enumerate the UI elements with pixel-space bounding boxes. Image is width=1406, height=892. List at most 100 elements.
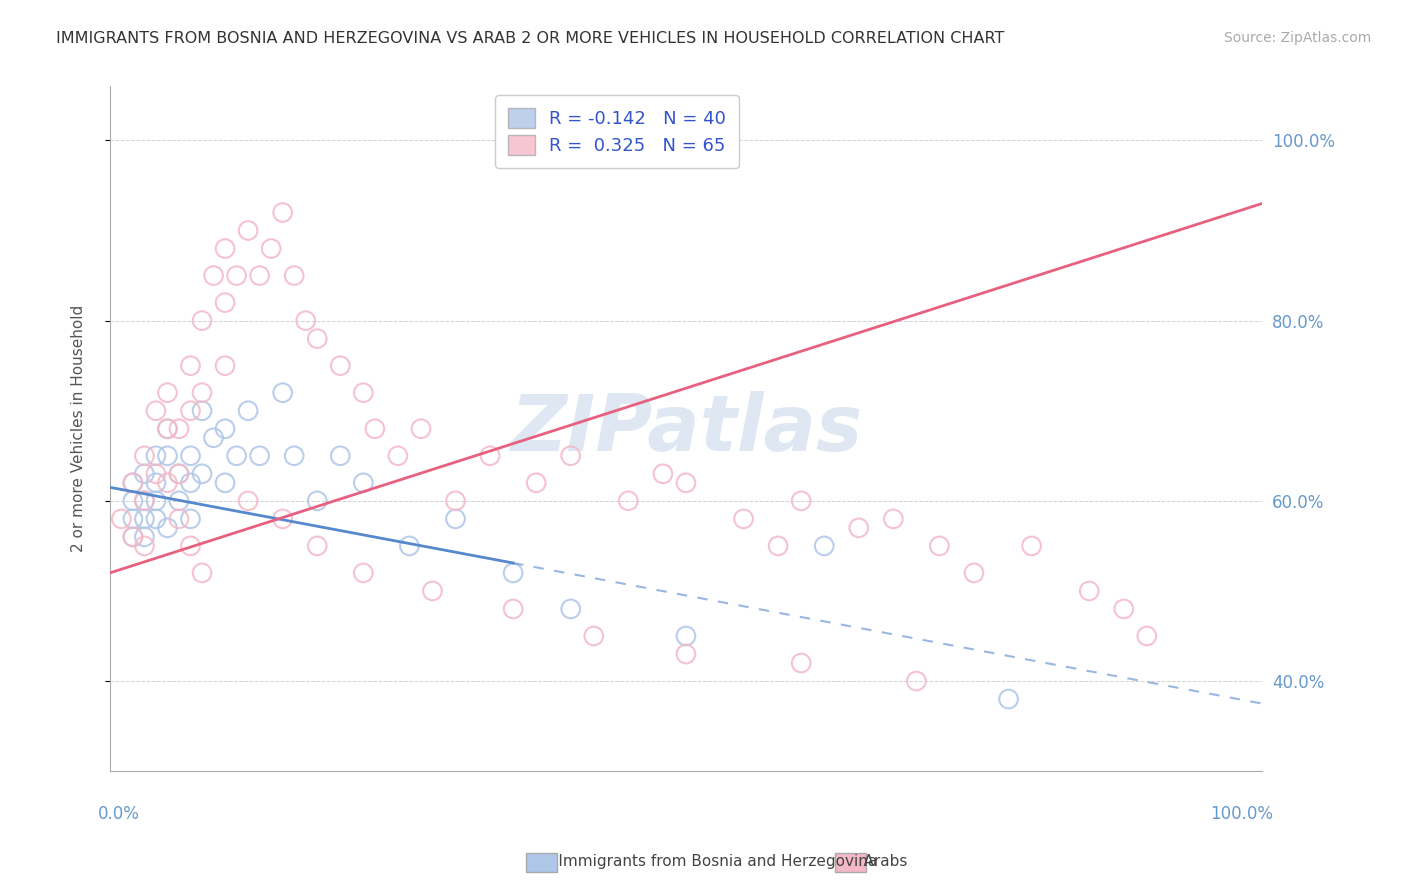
Point [134, 449, 156, 463]
Point [882, 512, 904, 526]
Point [145, 493, 167, 508]
Point [1078, 583, 1101, 598]
Point [675, 629, 697, 643]
Point [145, 467, 167, 481]
Point [675, 647, 697, 661]
Point [733, 512, 755, 526]
Point [134, 530, 156, 544]
Point [790, 493, 813, 508]
Point [145, 403, 167, 417]
Point [214, 295, 236, 310]
Point [191, 313, 214, 327]
Point [479, 449, 502, 463]
Point [134, 539, 156, 553]
Point [122, 530, 145, 544]
Point [134, 467, 156, 481]
Point [524, 475, 547, 490]
Point [249, 268, 271, 283]
Point [582, 629, 605, 643]
Point [766, 539, 789, 553]
Point [167, 493, 190, 508]
Point [156, 422, 179, 436]
Point [214, 422, 236, 436]
Point [307, 332, 329, 346]
Point [179, 449, 201, 463]
Point [156, 475, 179, 490]
Point [1136, 629, 1159, 643]
Text: 0.0%: 0.0% [98, 805, 141, 823]
Text: Immigrants from Bosnia and Herzegovina: Immigrants from Bosnia and Herzegovina [534, 854, 877, 869]
Point [502, 602, 524, 616]
Text: 100.0%: 100.0% [1211, 805, 1274, 823]
Point [225, 268, 247, 283]
Point [1021, 539, 1043, 553]
Point [134, 512, 156, 526]
Point [134, 493, 156, 508]
Point [271, 512, 294, 526]
Point [352, 475, 374, 490]
Point [214, 359, 236, 373]
Point [236, 223, 259, 237]
Point [307, 493, 329, 508]
Point [329, 359, 352, 373]
Point [675, 475, 697, 490]
Point [790, 656, 813, 670]
Point [134, 493, 156, 508]
Point [214, 242, 236, 256]
Point [271, 385, 294, 400]
Text: Arabs: Arabs [844, 854, 907, 869]
Point [179, 539, 201, 553]
Point [236, 403, 259, 417]
Point [364, 422, 387, 436]
Point [225, 449, 247, 463]
Point [145, 475, 167, 490]
Point [110, 512, 132, 526]
Point [271, 205, 294, 219]
Point [283, 449, 305, 463]
Point [249, 449, 271, 463]
Point [179, 475, 201, 490]
Point [813, 539, 835, 553]
Point [156, 385, 179, 400]
Text: IMMIGRANTS FROM BOSNIA AND HERZEGOVINA VS ARAB 2 OR MORE VEHICLES IN HOUSEHOLD C: IMMIGRANTS FROM BOSNIA AND HERZEGOVINA V… [56, 31, 1005, 46]
Text: Source: ZipAtlas.com: Source: ZipAtlas.com [1223, 31, 1371, 45]
Point [928, 539, 950, 553]
Point [398, 539, 420, 553]
Point [191, 566, 214, 580]
Point [145, 449, 167, 463]
Point [1112, 602, 1135, 616]
Point [122, 475, 145, 490]
Point [387, 449, 409, 463]
Point [260, 242, 283, 256]
Point [560, 602, 582, 616]
Point [156, 422, 179, 436]
Point [236, 493, 259, 508]
Point [422, 583, 444, 598]
Point [202, 268, 225, 283]
Point [848, 521, 870, 535]
Point [156, 449, 179, 463]
Point [179, 403, 201, 417]
Point [444, 493, 467, 508]
Point [444, 512, 467, 526]
Point [191, 385, 214, 400]
Point [167, 467, 190, 481]
Point [122, 512, 145, 526]
Point [167, 467, 190, 481]
Point [963, 566, 986, 580]
Point [191, 403, 214, 417]
Point [202, 431, 225, 445]
Point [214, 475, 236, 490]
Point [651, 467, 673, 481]
Point [329, 449, 352, 463]
Point [167, 422, 190, 436]
Point [409, 422, 432, 436]
Point [145, 512, 167, 526]
Point [502, 566, 524, 580]
Point [352, 385, 374, 400]
Point [179, 512, 201, 526]
Legend: R = -0.142   N = 40, R =  0.325   N = 65: R = -0.142 N = 40, R = 0.325 N = 65 [495, 95, 738, 168]
Point [122, 530, 145, 544]
Point [905, 673, 928, 688]
Point [179, 359, 201, 373]
